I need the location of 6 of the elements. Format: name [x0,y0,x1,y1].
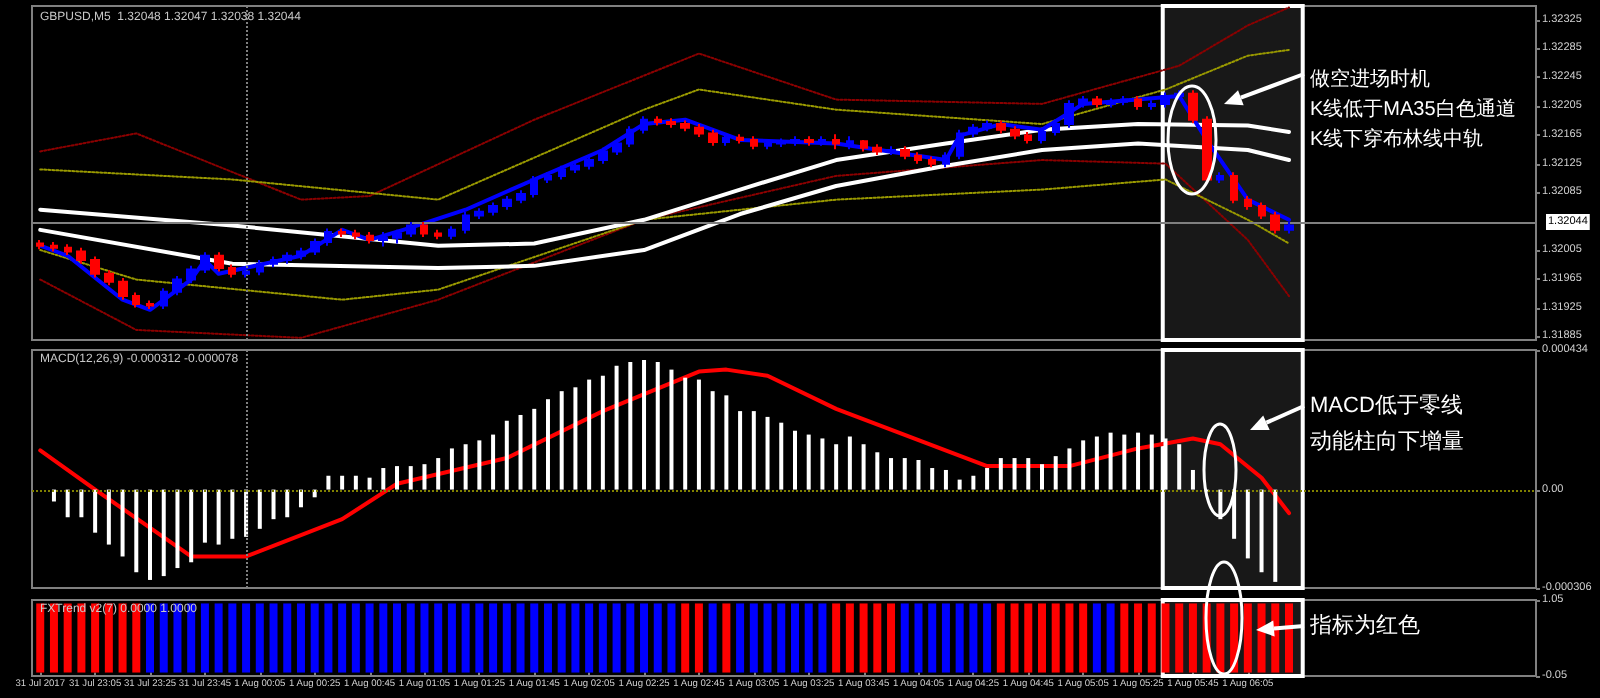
annotation: 动能柱向下增量 [1310,428,1464,454]
annotation: 指标为红色 [1308,612,1420,638]
annotation: MACD低于零线 [1310,392,1463,418]
annotation: K线下穿布林线中轨 [1310,127,1484,151]
annotation: 做空进场时机 [1310,67,1430,91]
annotation: K线低于MA35白色通道 [1310,97,1516,121]
